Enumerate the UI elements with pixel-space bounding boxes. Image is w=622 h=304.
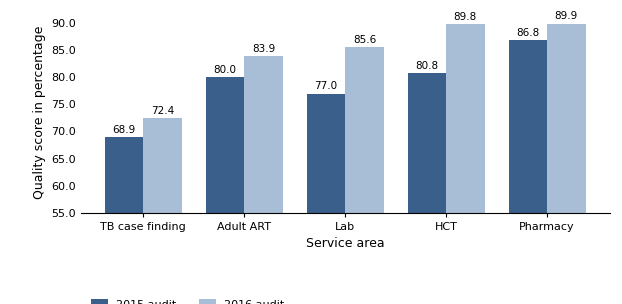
Bar [408, 73, 446, 304]
Text: 77.0: 77.0 [315, 81, 338, 91]
Text: 68.9: 68.9 [113, 125, 136, 135]
Y-axis label: Quality score in percentage: Quality score in percentage [33, 26, 45, 199]
Bar [143, 119, 182, 304]
Text: 80.8: 80.8 [415, 61, 439, 71]
Bar [345, 47, 384, 304]
Bar [206, 77, 244, 304]
Bar [446, 24, 485, 304]
Legend: 2015 audit, 2016 audit: 2015 audit, 2016 audit [86, 295, 289, 304]
Text: 80.0: 80.0 [213, 65, 236, 75]
Text: 72.4: 72.4 [151, 106, 174, 116]
Bar [244, 56, 282, 304]
Bar [105, 137, 143, 304]
Text: 89.8: 89.8 [453, 12, 477, 22]
Text: 83.9: 83.9 [252, 44, 275, 54]
Text: 85.6: 85.6 [353, 35, 376, 45]
Bar [547, 23, 585, 304]
Text: 86.8: 86.8 [516, 28, 540, 38]
Bar [509, 40, 547, 304]
X-axis label: Service area: Service area [306, 237, 384, 250]
Bar [307, 94, 345, 304]
Text: 89.9: 89.9 [555, 11, 578, 21]
